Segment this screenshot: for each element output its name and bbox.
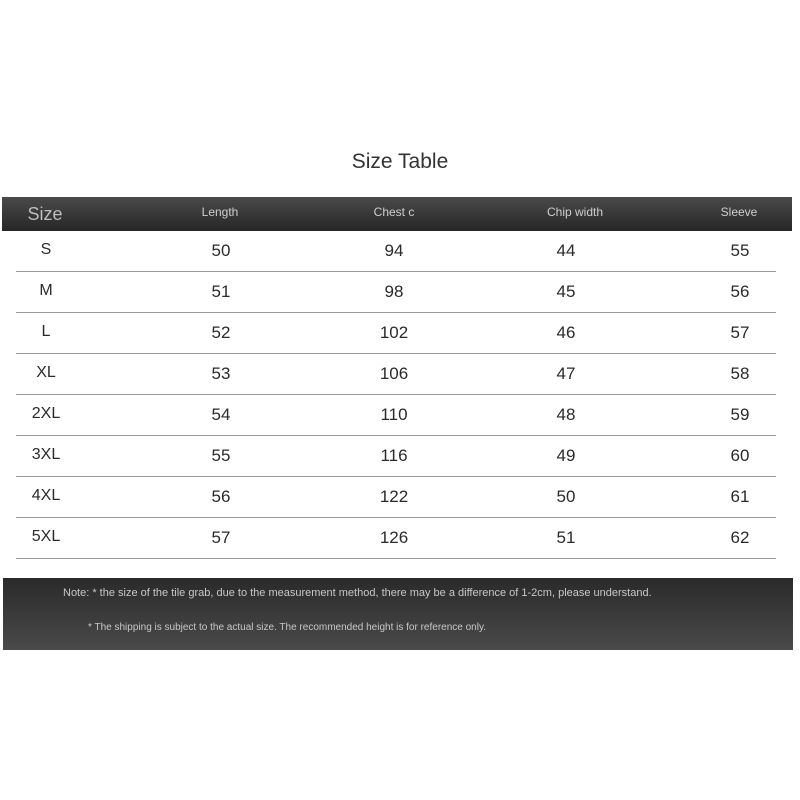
row-divider: [16, 394, 776, 395]
row-divider: [16, 271, 776, 272]
table-cell: 59: [730, 405, 750, 424]
header-length: Length: [201, 205, 239, 219]
note-line: Note: * the size of the tile grab, due t…: [63, 587, 652, 599]
table-cell: L: [41, 323, 51, 340]
table-cell: XL: [36, 364, 56, 381]
table-row: XL 53 106 47 58: [0, 354, 800, 395]
table-cell: 102: [379, 323, 409, 342]
table-cell: 2XL: [31, 405, 61, 422]
table-cell: 98: [384, 282, 404, 301]
table-cell: 60: [730, 446, 750, 465]
page-title: Size Table: [351, 150, 449, 173]
table-cell: 5XL: [31, 528, 61, 545]
note-line: * The shipping is subject to the actual …: [88, 622, 486, 633]
row-divider: [16, 517, 776, 518]
table-cell: 51: [211, 282, 231, 301]
table-cell: 116: [380, 446, 408, 465]
table-cell: 4XL: [31, 487, 61, 504]
table-cell: 55: [730, 241, 750, 260]
table-cell: 54: [211, 405, 231, 424]
table-cell: 55: [211, 446, 231, 465]
table-cell: 48: [556, 405, 576, 424]
table-cell: 57: [211, 528, 231, 547]
table-cell: 49: [556, 446, 576, 465]
table-cell: 62: [730, 528, 750, 547]
table-cell: 122: [379, 487, 409, 506]
table-cell: S: [40, 241, 52, 258]
table-cell: 45: [556, 282, 576, 301]
table-row: 3XL 55 116 49 60: [0, 436, 800, 477]
table-cell: 50: [556, 487, 576, 506]
note-box: Note: * the size of the tile grab, due t…: [3, 578, 793, 650]
header-sleeve: Sleeve: [720, 205, 758, 219]
header-chip-width: Chip width: [546, 205, 604, 219]
table-cell: 44: [556, 241, 576, 260]
table-cell: 61: [730, 487, 750, 506]
header-chest: Chest c: [373, 205, 415, 219]
table-cell: 52: [211, 323, 231, 342]
table-cell: 106: [379, 364, 409, 383]
table-cell: 47: [556, 364, 576, 383]
table-cell: 50: [211, 241, 231, 260]
table-header: Size Length Chest c Chip width Sleeve: [2, 197, 792, 231]
table-row: 5XL 57 126 51 62: [0, 518, 800, 559]
table-row: 4XL 56 122 50 61: [0, 477, 800, 518]
table-row: S 50 94 44 55: [0, 231, 800, 272]
row-divider: [16, 476, 776, 477]
table-cell: 46: [556, 323, 576, 342]
table-cell: 126: [379, 528, 409, 547]
table-row: M 51 98 45 56: [0, 272, 800, 313]
table-cell: 57: [730, 323, 750, 342]
row-divider: [16, 353, 776, 354]
table-cell: 56: [730, 282, 750, 301]
table-cell: 110: [380, 405, 408, 424]
table-row: 2XL 54 110 48 59: [0, 395, 800, 436]
table-cell: 53: [211, 364, 231, 383]
table-cell: 3XL: [31, 446, 61, 463]
header-size: Size: [27, 204, 63, 224]
table-cell: 56: [211, 487, 231, 506]
row-divider: [16, 558, 776, 559]
row-divider: [16, 435, 776, 436]
table-cell: 94: [384, 241, 404, 260]
row-divider: [16, 312, 776, 313]
table-cell: M: [39, 282, 53, 299]
table-cell: 58: [730, 364, 750, 383]
table-row: L 52 102 46 57: [0, 313, 800, 354]
table-cell: 51: [556, 528, 576, 547]
